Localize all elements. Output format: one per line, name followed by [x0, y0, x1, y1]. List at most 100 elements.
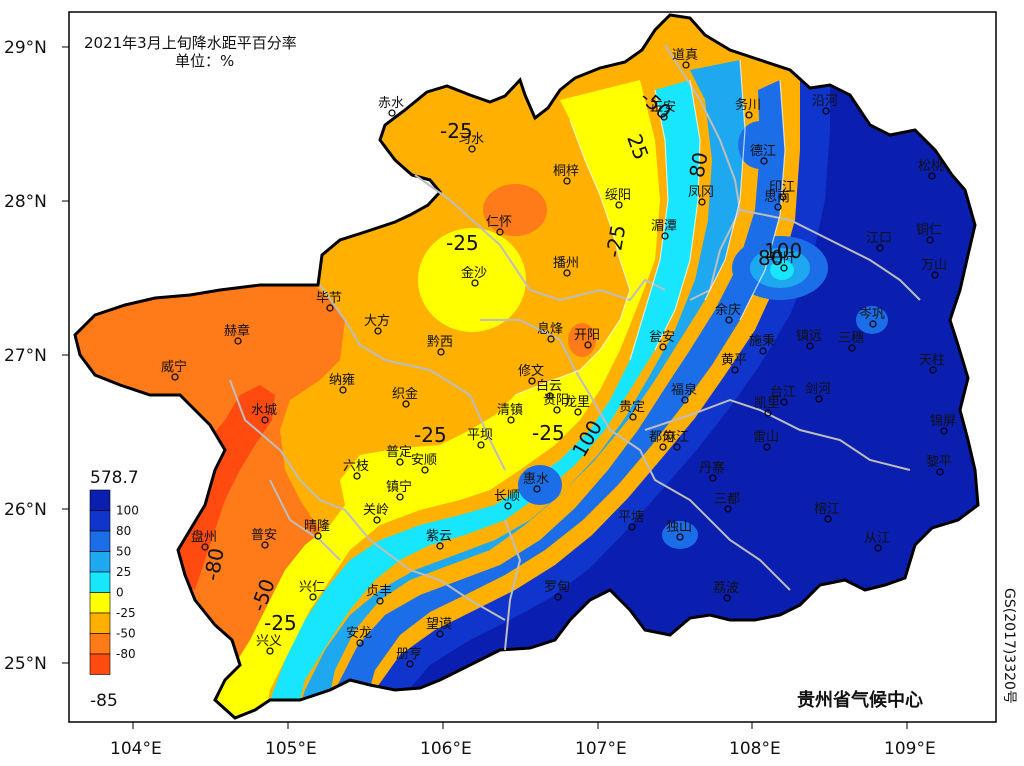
- legend-level-label: -50: [116, 627, 136, 641]
- station-marker: [353, 472, 361, 480]
- station-name: 务川: [735, 97, 761, 113]
- legend-swatch: [89, 551, 111, 573]
- station-name: 关岭: [363, 503, 389, 518]
- station-marker: [406, 660, 414, 668]
- fill-band-minus25-jinsha: [418, 228, 526, 332]
- station-marker: [356, 639, 364, 647]
- station-name: 榕江: [814, 502, 840, 517]
- station-marker: [261, 541, 269, 549]
- station-name: 桐梓: [553, 164, 579, 179]
- station-name: 荔波: [713, 581, 739, 596]
- station-marker: [421, 466, 429, 474]
- station-name: 毕节: [316, 291, 342, 306]
- legend-level-label: 25: [116, 565, 131, 579]
- station-name: 望谟: [426, 616, 452, 632]
- station-marker: [388, 109, 396, 117]
- station-name: 沿河: [812, 94, 838, 109]
- station-marker: [234, 337, 242, 345]
- map-code-label: GS(2017)3320号: [1001, 588, 1017, 704]
- fill-band-minus80-renhuai: [483, 184, 547, 236]
- station-marker: [780, 264, 788, 272]
- station-marker: [396, 493, 404, 501]
- contour-label: 80: [685, 150, 713, 179]
- station-name: 册亨: [396, 646, 422, 662]
- station-name: 平塘: [618, 509, 644, 525]
- lon-label: 108°E: [729, 739, 781, 759]
- station-name: 息烽: [537, 321, 563, 337]
- lat-label: 29°N: [4, 38, 47, 58]
- station-name: 松桃: [918, 159, 944, 174]
- lon-label: 106°E: [420, 739, 472, 759]
- contour-label: -25: [601, 223, 630, 259]
- station-marker: [266, 647, 274, 655]
- station-name: 安顺: [411, 453, 437, 468]
- legend-level-label: 50: [116, 545, 131, 559]
- station-marker: [477, 441, 485, 449]
- station-marker: [940, 427, 948, 435]
- station-marker: [629, 413, 637, 421]
- station-marker: [402, 400, 410, 408]
- station-marker: [496, 228, 504, 236]
- station-name: 普安: [251, 528, 277, 543]
- station-marker: [396, 458, 404, 466]
- station-name: 黎平: [926, 455, 952, 470]
- lon-label: 105°E: [265, 739, 317, 759]
- station-marker: [709, 474, 717, 482]
- station-name: 盘州: [191, 529, 217, 545]
- legend-level-label: 0: [116, 586, 124, 600]
- lat-label: 26°N: [4, 500, 47, 520]
- legend-swatch: [89, 633, 111, 655]
- station-name: 安龙: [346, 626, 372, 641]
- legend-level-label: -25: [116, 606, 136, 620]
- contour-label: 100: [764, 239, 802, 263]
- station-name: 铜仁: [916, 223, 942, 238]
- station-marker: [554, 593, 562, 601]
- map-unit: 单位：%: [175, 52, 234, 70]
- legend-swatch: [89, 530, 111, 552]
- station-name: 丹寨: [699, 460, 725, 476]
- legend-max-label: 578.7: [90, 468, 139, 488]
- station-marker: [436, 630, 444, 638]
- station-marker: [376, 597, 384, 605]
- station-name: 剑河: [805, 381, 831, 397]
- station-marker: [874, 544, 882, 552]
- station-marker: [563, 269, 571, 277]
- lat-label: 27°N: [4, 346, 47, 366]
- station-marker: [759, 347, 767, 355]
- station-marker: [929, 366, 937, 374]
- fill-blob-pingtang: [662, 521, 698, 549]
- station-name: 纳雍: [329, 372, 355, 388]
- station-marker: [928, 172, 936, 180]
- station-name: 开阳: [574, 328, 600, 343]
- station-marker: [931, 271, 939, 279]
- station-name: 赤水: [378, 96, 404, 111]
- station-marker: [676, 533, 684, 541]
- station-name: 正安: [650, 100, 676, 115]
- contour-label: -25: [264, 611, 297, 635]
- station-name: 思南: [764, 189, 790, 205]
- station-name: 播州: [553, 256, 579, 271]
- station-name: 长顺: [494, 489, 520, 504]
- station-marker: [815, 395, 823, 403]
- station-marker: [326, 304, 334, 312]
- station-marker: [806, 342, 814, 350]
- contour-label: -25: [532, 421, 565, 445]
- station-name: 织金: [392, 386, 418, 402]
- station-marker: [763, 443, 771, 451]
- station-marker: [723, 594, 731, 602]
- station-name: 威宁: [161, 359, 187, 375]
- legend-level-label: 100: [116, 504, 139, 518]
- lat-label: 28°N: [4, 192, 47, 212]
- station-marker: [659, 443, 667, 451]
- station-name: 仁怀: [486, 215, 512, 230]
- station-marker: [261, 416, 269, 424]
- legend-swatch: [89, 571, 111, 593]
- color-legend: 578.7 100 80 50 25 0 -25 -50 -80 -85: [89, 468, 139, 711]
- station-marker: [437, 348, 445, 356]
- station-marker: [563, 177, 571, 185]
- station-marker: [682, 61, 690, 69]
- fill-band-50: [320, 80, 785, 718]
- station-marker: [725, 316, 733, 324]
- station-name: 岑巩: [859, 307, 885, 322]
